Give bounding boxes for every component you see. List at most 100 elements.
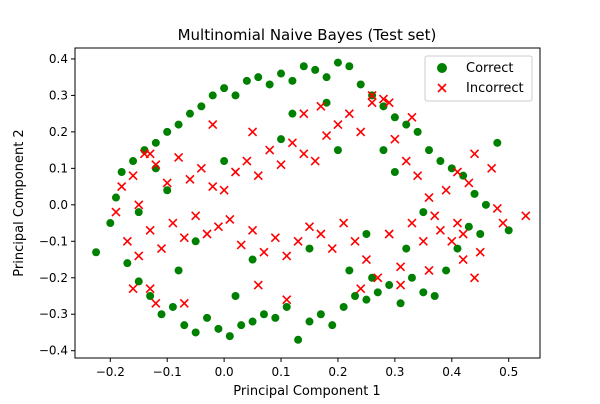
incorrect-point-stroke: [134, 251, 144, 261]
incorrect-point: [373, 273, 383, 283]
incorrect-point-stroke: [469, 273, 480, 283]
incorrect-point-stroke: [248, 225, 258, 235]
correct-point: [106, 219, 115, 228]
correct-point: [379, 102, 388, 111]
correct-point: [493, 138, 502, 147]
incorrect-point-stroke: [395, 262, 406, 272]
x-tick-label: 0.2: [328, 365, 347, 379]
legend-box: [424, 55, 533, 102]
incorrect-point: [145, 225, 155, 235]
incorrect-point-stroke: [145, 149, 155, 159]
legend-x-stroke: [437, 83, 447, 93]
plot-frame: [74, 47, 541, 359]
correct-point: [345, 62, 354, 71]
correct-point: [220, 157, 229, 166]
incorrect-point: [276, 160, 286, 170]
correct-point: [447, 164, 456, 173]
incorrect-point: [299, 109, 309, 119]
correct-point: [157, 310, 166, 319]
incorrect-point-stroke: [367, 90, 377, 100]
correct-point: [265, 80, 274, 89]
incorrect-point-stroke: [202, 229, 212, 239]
incorrect-point-stroke: [458, 229, 468, 239]
correct-point: [180, 321, 189, 330]
incorrect-point: [128, 171, 138, 181]
chart-title: Multinomial Naive Bayes (Test set): [178, 26, 437, 44]
incorrect-point-stroke: [236, 240, 246, 250]
incorrect-point-stroke: [117, 182, 127, 192]
correct-point: [208, 91, 217, 100]
correct-point: [402, 120, 411, 129]
y-axis-label: Principal Component 2: [12, 129, 27, 276]
correct-point: [368, 273, 377, 282]
incorrect-point-stroke: [219, 185, 229, 195]
incorrect-point: [464, 178, 474, 188]
incorrect-point: [225, 214, 235, 224]
incorrect-point: [282, 251, 292, 261]
correct-point: [351, 292, 360, 300]
correct-point: [425, 146, 434, 155]
incorrect-point-stroke: [356, 127, 366, 137]
incorrect-point-stroke: [122, 236, 132, 246]
incorrect-point: [430, 211, 440, 221]
correct-point: [430, 292, 439, 300]
incorrect-point-stroke: [333, 120, 343, 130]
incorrect-point-stroke: [304, 222, 315, 232]
incorrect-point-stroke: [265, 145, 275, 155]
incorrect-point-stroke: [156, 244, 167, 254]
correct-point: [151, 138, 160, 147]
incorrect-point-stroke: [128, 284, 138, 294]
incorrect-point: [151, 298, 161, 308]
incorrect-point: [145, 284, 155, 294]
legend-incorrect-label: Incorrect: [466, 81, 524, 96]
incorrect-point-stroke: [469, 149, 480, 159]
y-tick-label: −0.2: [39, 271, 68, 285]
incorrect-point: [487, 163, 497, 173]
incorrect-point-stroke: [162, 178, 172, 188]
x-axis-ticks: −0.2 −0.1 0.0 0.1 0.2 0.3 0.4 0.5: [96, 358, 518, 379]
incorrect-point: [452, 218, 463, 228]
correct-point: [271, 313, 280, 322]
correct-point: [379, 146, 388, 155]
correct-point: [214, 324, 223, 333]
incorrect-point: [151, 160, 161, 170]
incorrect-point-stroke: [185, 174, 195, 184]
incorrect-point: [208, 120, 218, 130]
correct-point: [390, 113, 399, 122]
correct-point: [174, 266, 183, 275]
correct-point: [322, 98, 331, 107]
correct-point: [146, 292, 155, 300]
incorrect-point: [418, 236, 428, 246]
incorrect-point-stroke: [464, 178, 474, 188]
correct-point: [459, 171, 468, 180]
incorrect-point: [361, 254, 371, 265]
incorrect-point: [145, 149, 155, 159]
x-tick-label: 0.1: [271, 365, 290, 379]
incorrect-point-stroke: [310, 156, 320, 166]
incorrect-point-stroke: [128, 171, 138, 181]
incorrect-point-stroke: [356, 284, 366, 294]
correct-point: [373, 288, 382, 297]
correct-point: [470, 189, 479, 198]
chart-legend: Correct Incorrect: [424, 55, 533, 102]
incorrect-point-stroke: [179, 298, 189, 308]
incorrect-point-stroke: [145, 225, 155, 235]
legend-correct-label: Correct: [466, 61, 513, 76]
incorrect-point: [333, 120, 343, 130]
incorrect-point-stroke: [270, 233, 280, 243]
incorrect-point-stroke: [191, 211, 201, 221]
correct-point: [305, 317, 314, 326]
incorrect-point: [299, 149, 309, 159]
incorrect-point-stroke: [498, 218, 508, 228]
incorrect-point-stroke: [452, 218, 463, 228]
incorrect-point: [395, 280, 406, 290]
incorrect-point-stroke: [378, 94, 389, 104]
incorrect-point-stroke: [492, 203, 502, 214]
incorrect-point-stroke: [134, 200, 144, 210]
correct-point: [294, 335, 303, 344]
incorrect-point-stroke: [293, 236, 303, 246]
incorrect-point: [134, 200, 144, 210]
incorrect-point-stroke: [145, 284, 155, 294]
incorrect-point-stroke: [435, 225, 445, 235]
correct-point: [163, 186, 172, 195]
